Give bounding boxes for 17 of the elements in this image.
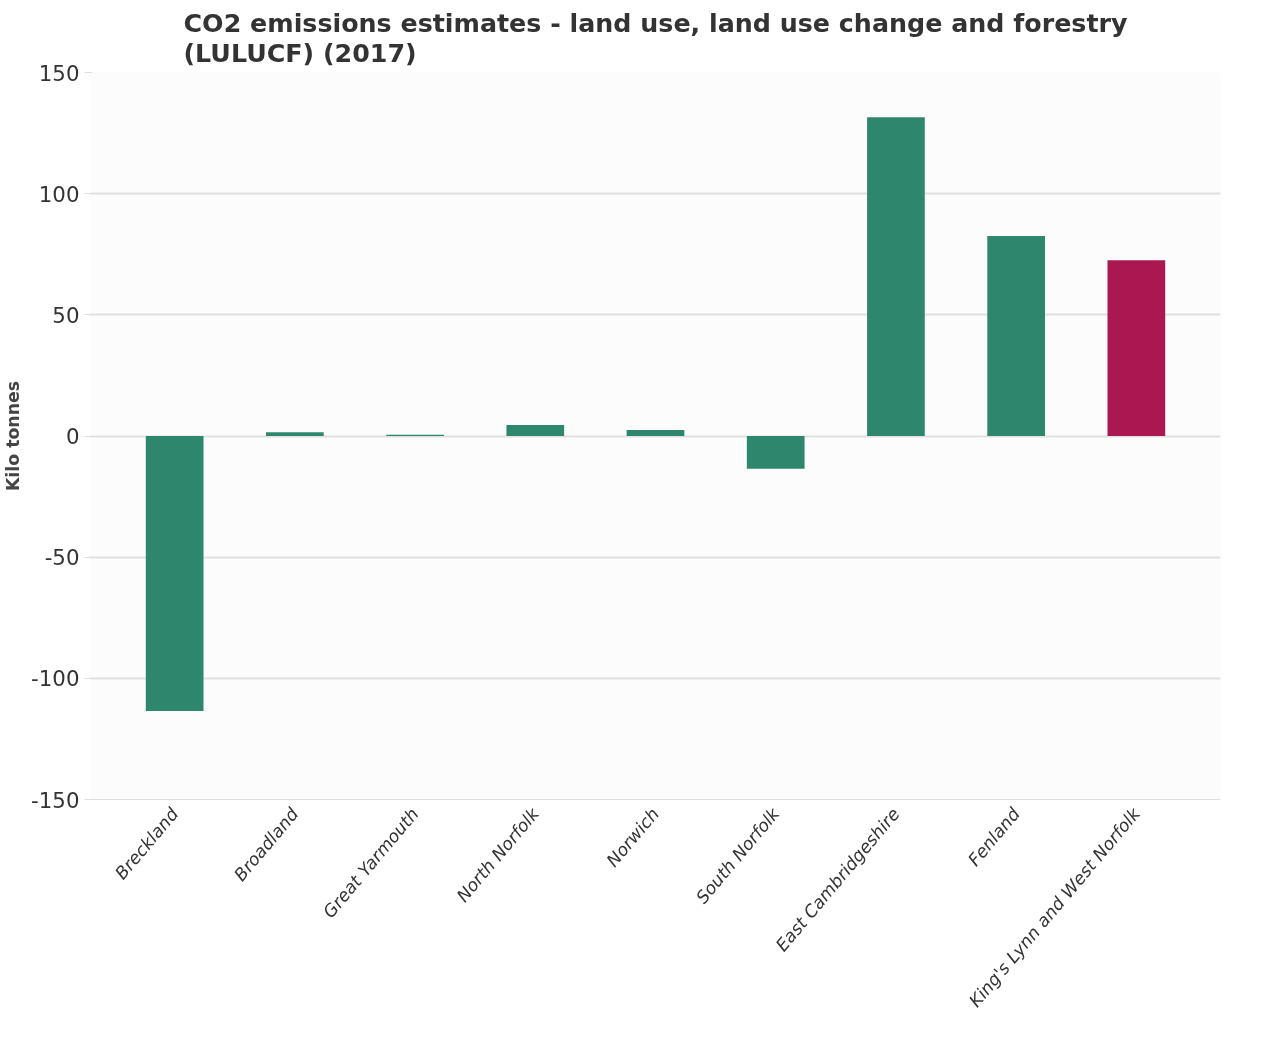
y-tick-label: -150 (31, 787, 80, 813)
chart-title: CO2 emissions estimates - land use, land use change and forestry (LULUCF) (2017) (183, 7, 1128, 68)
y-tick-label: 50 (52, 302, 80, 328)
y-tick-label: 0 (65, 424, 80, 449)
bar (987, 236, 1045, 436)
bar (867, 117, 925, 436)
y-tick-label: -50 (44, 545, 80, 571)
bar (145, 436, 204, 712)
bar (266, 432, 324, 436)
bar (626, 429, 685, 436)
y-tick-label: 150 (38, 60, 80, 86)
bar (506, 425, 565, 436)
y-axis-title: Kilo tonnes (3, 380, 24, 492)
y-tick-label: 100 (38, 181, 80, 207)
bar (746, 436, 805, 469)
bar (1107, 260, 1166, 436)
y-tick-label: -100 (31, 666, 80, 692)
